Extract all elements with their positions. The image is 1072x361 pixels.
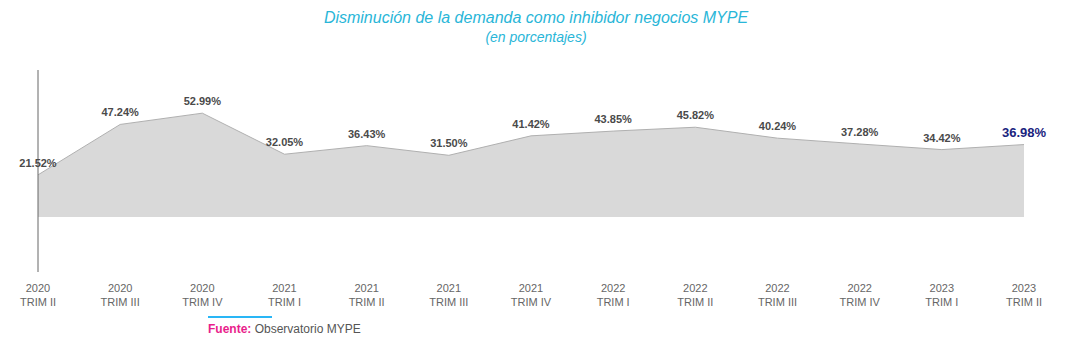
svg-text:52.99%: 52.99% [184,95,222,107]
svg-text:2022TRIM IV: 2022TRIM IV [839,282,880,308]
html-text:Fuente: Observatorio MYPE: Fuente: Observatorio MYPE [208,322,361,336]
html-text:Disminución de la demanda como: Disminución de la demanda como inhibidor… [323,9,749,26]
svg-text:2023TRIM II: 2023TRIM II [1006,282,1042,308]
svg-text:2022TRIM II: 2022TRIM II [677,282,713,308]
html-text:(en porcentajes): (en porcentajes) [485,29,587,45]
svg-text:36.43%: 36.43% [348,128,386,140]
svg-text:2020TRIM II: 2020TRIM II [20,282,56,308]
svg-text:2021TRIM IV: 2021TRIM IV [511,282,552,308]
svg-text:2023TRIM I: 2023TRIM I [925,282,958,308]
svg-text:2021TRIM II: 2021TRIM II [349,282,385,308]
svg-text:36.98%: 36.98% [1002,125,1047,140]
svg-text:21.52%: 21.52% [19,157,57,169]
svg-text:2021TRIM III: 2021TRIM III [429,282,468,308]
svg-text:2021TRIM I: 2021TRIM I [268,282,301,308]
svg-text:34.42%: 34.42% [923,132,961,144]
svg-text:47.24%: 47.24% [102,106,140,118]
svg-text:2022TRIM III: 2022TRIM III [758,282,797,308]
svg-text:37.28%: 37.28% [841,126,879,138]
svg-text:43.85%: 43.85% [595,113,633,125]
svg-text:41.42%: 41.42% [512,118,550,130]
svg-text:2020TRIM III: 2020TRIM III [101,282,140,308]
svg-text:40.24%: 40.24% [759,120,797,132]
svg-text:32.05%: 32.05% [266,136,304,148]
svg-text:2022TRIM I: 2022TRIM I [597,282,630,308]
svg-text:2020TRIM IV: 2020TRIM IV [182,282,223,308]
svg-text:45.82%: 45.82% [677,109,715,121]
svg-text:31.50%: 31.50% [430,137,468,149]
